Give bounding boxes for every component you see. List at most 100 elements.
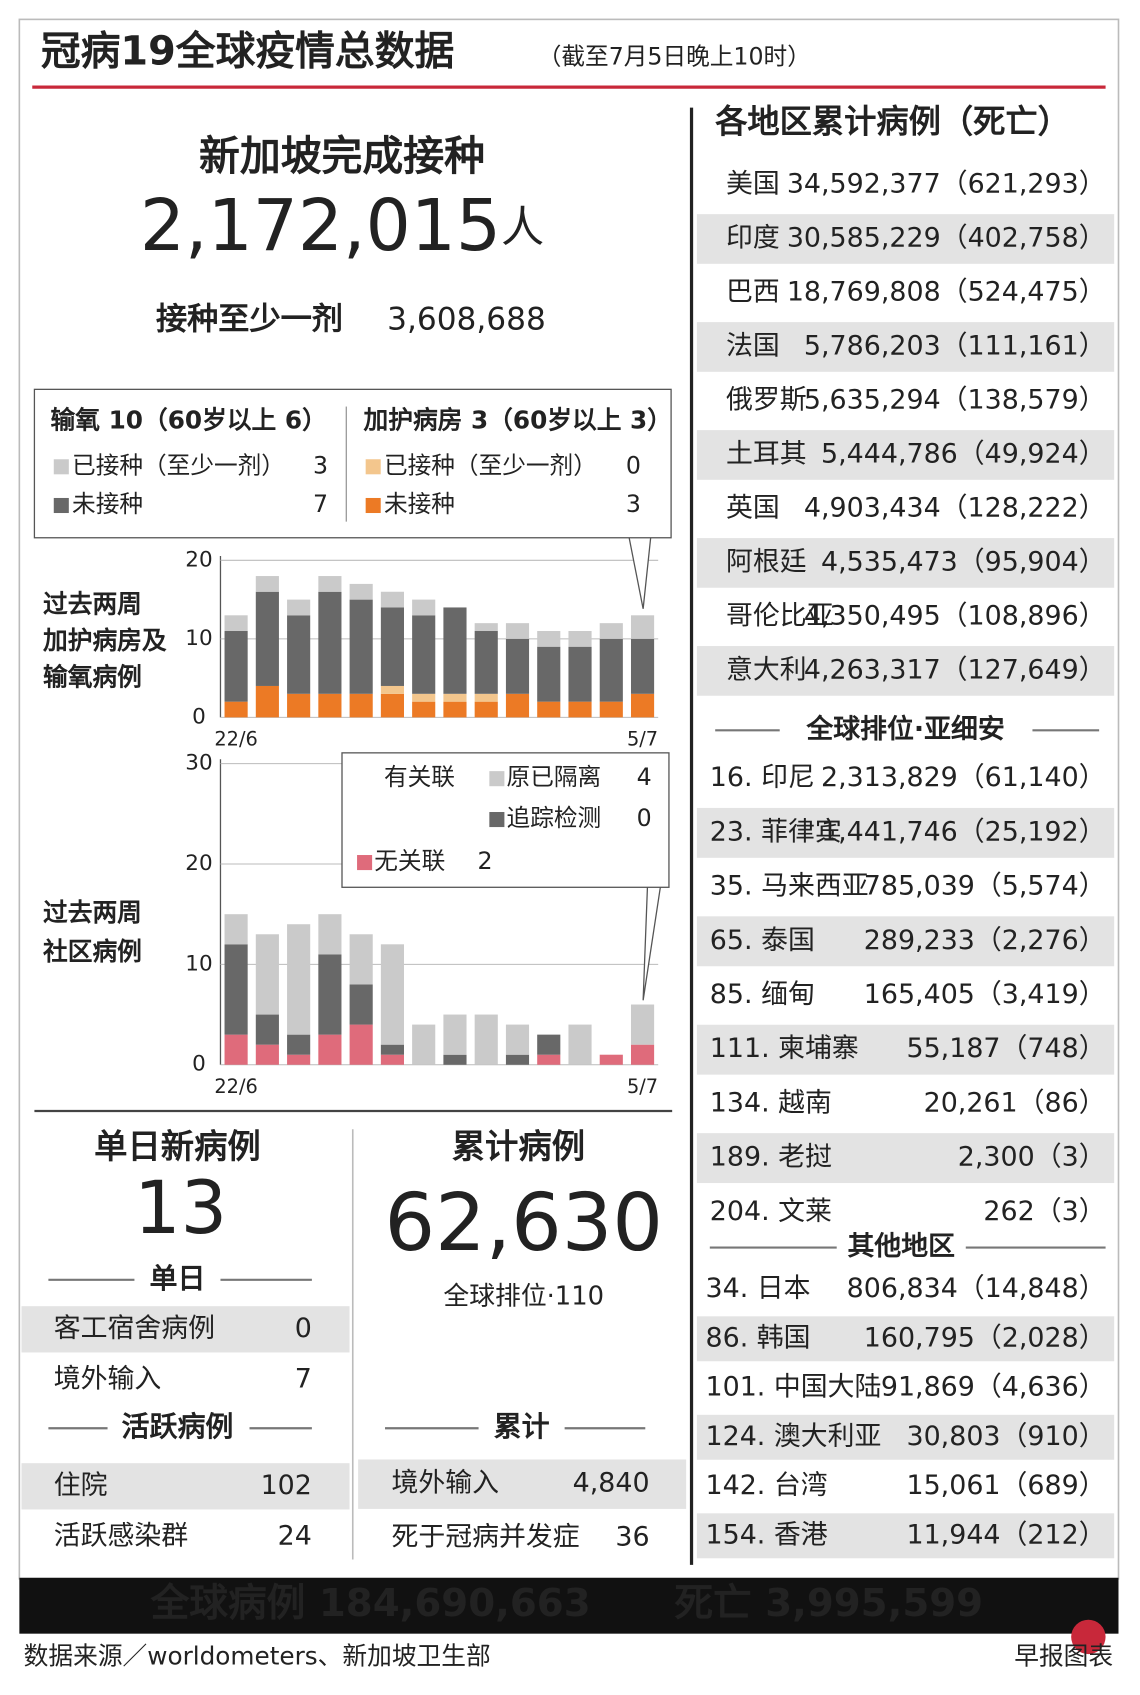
legend-count: 4 [637,763,652,791]
row-label: 意大利 [726,654,807,685]
row-value: 4,535,473（95,904） [821,546,1106,577]
row-value: 2,313,829（61,140） [821,762,1106,793]
legend-label: 未接种 [384,490,455,518]
bar-segment [380,685,405,694]
bar-segment [599,1054,623,1065]
row-value: 5,444,786（49,924） [821,438,1106,469]
x-tick-label: 5/7 [627,727,658,750]
row-label: 印度 [726,222,780,253]
row-value: 1,441,746（25,192） [821,816,1106,847]
bar-segment [474,623,498,632]
bar-segment [255,1044,279,1065]
legend-label: 追踪检测 [507,804,602,832]
bar-segment [537,1034,561,1055]
row-shade [21,1463,350,1510]
row-label: 境外输入 [391,1468,499,1499]
bar-segment [349,1024,373,1065]
at-least-one-label: 接种至少一剂 [156,302,343,338]
row-shade [696,916,1115,967]
bar-segment [412,693,436,702]
bar-segment [537,701,561,718]
row-shade [696,538,1115,588]
row-shade [696,214,1115,264]
row-value: 165,405（3,419） [864,979,1106,1010]
row-shade [696,1024,1115,1075]
footer-bar [19,1577,1119,1634]
row-value: 785,039（5,574） [864,871,1106,902]
credit: 早报图表 [1014,1641,1113,1670]
bar-segment [630,1004,655,1045]
bar-segment [443,1014,467,1055]
section-heading: 单日 [149,1262,205,1295]
global-cases: 全球病例 184,690,663 [150,1581,591,1626]
bar-segment [505,1054,530,1065]
bar-segment [443,1054,467,1065]
row-shade [696,807,1115,858]
legend-count: 3 [313,451,328,479]
bar-segment [443,701,467,718]
legend-label: 原已隔离 [507,763,602,791]
legend-label: 已接种（至少一剂） [72,451,285,479]
bar-segment [318,1034,342,1065]
legend-pointer [628,537,652,609]
bar-segment [443,693,467,702]
row-value: 4,840 [573,1468,650,1499]
bar-segment [474,693,498,702]
legend-label: 无关联 [374,847,445,875]
bar-segment [318,954,342,1035]
row-label: 34. 日本 [706,1273,811,1304]
section-heading: 累计 [494,1410,550,1443]
row-label: 134. 越南 [710,1087,832,1118]
legend-swatch [365,497,381,514]
y-tick-label: 0 [192,1052,206,1077]
row-label: 154. 香港 [706,1519,828,1550]
bar-segment [380,591,405,608]
row-label: 死于冠病并发症 [391,1521,579,1552]
bar-segment [599,701,623,718]
global-deaths: 死亡 3,995,599 [674,1581,983,1626]
row-shade [696,1414,1115,1460]
row-shade [696,430,1115,480]
row-label: 住院 [54,1470,108,1501]
y-tick-label: 10 [185,626,212,651]
legend-swatch [365,459,381,475]
row-value: 34,592,377（621,293） [787,169,1106,200]
chart-title: 社区病例 [42,937,142,966]
row-value: 2,300（3） [958,1142,1106,1173]
row-label: 204. 文莱 [710,1196,832,1227]
bar-segment [287,924,311,1035]
bar-segment [349,934,373,985]
source: 数据来源／worldometers、新加坡卫生部 [24,1641,491,1670]
row-value: 55,187（748） [906,1033,1105,1064]
bar-segment [287,1034,311,1055]
row-label: 巴西 [726,276,780,307]
legend-box [341,752,670,888]
y-tick-label: 30 [185,751,212,776]
legend-label: 未接种 [72,490,143,518]
bar-segment [412,1024,436,1065]
legend-count: 3 [626,490,641,518]
bar-segment [412,615,436,694]
bar-segment [630,615,655,639]
legend-swatch [489,812,505,828]
row-label: 189. 老挝 [710,1142,832,1173]
section-heading: 其他地区 [847,1231,955,1262]
bar-segment [318,914,342,955]
row-value: 0 [295,1313,312,1344]
row-label: 85. 缅甸 [710,979,815,1010]
bar-segment [224,914,248,945]
bar-segment [505,1024,530,1055]
bar-segment [568,646,592,702]
bar-segment [599,623,623,639]
row-value: 289,233（2,276） [864,925,1106,956]
row-label: 35. 马来西亚 [710,871,869,902]
row-value: 4,903,434（128,222） [804,492,1106,523]
row-shade [696,1513,1115,1559]
row-value: 7 [295,1363,312,1394]
bar-segment [287,1054,311,1065]
bar-segment [412,599,436,616]
row-shade [696,322,1115,372]
row-value: 20,261（86） [924,1087,1106,1118]
